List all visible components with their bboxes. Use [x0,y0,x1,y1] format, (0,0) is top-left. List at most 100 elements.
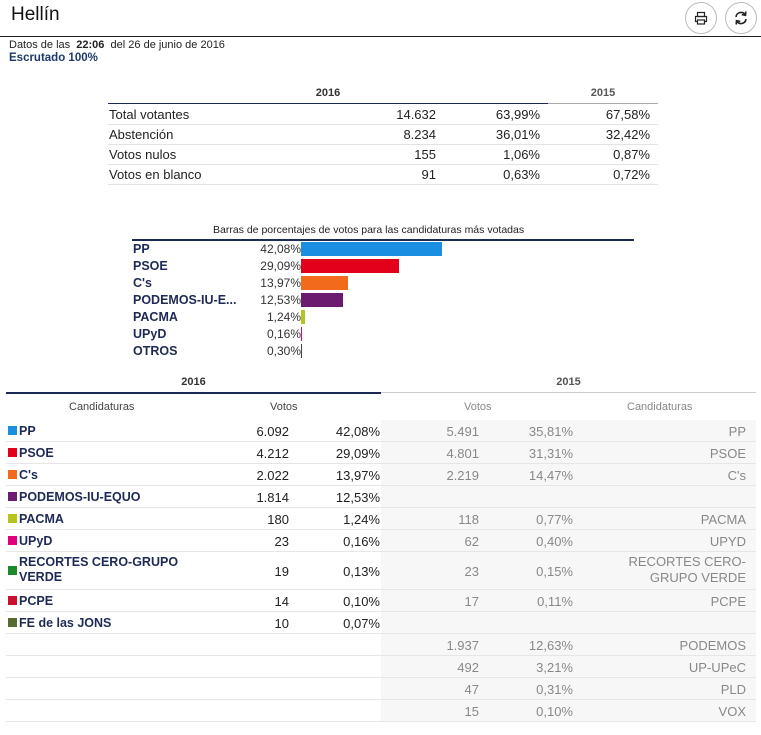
prev-pct: 3,21% [536,660,573,675]
results-row: RECORTES CERO-GRUPO VERDE 19 0,13% 23 0,15% R… [6,552,756,590]
chart-row: PACMA 1,24% [133,309,603,326]
prev-votes: 23 [464,564,479,579]
chart-divider [132,239,634,241]
chart-row: UPyD 0,16% [133,326,603,343]
results-row: PCPE 14 0,10% 17 0,11% PCPE [6,590,756,612]
chart-row: OTROS 0,30% [133,343,603,360]
results-row-2015 [381,612,756,633]
update-info: Datos de las 22:06 del 26 de junio de 20… [9,39,225,51]
results-row: PODEMOS-IU-EQUO 1.814 12,53% [6,486,756,508]
party-votes: 6.092 [256,424,289,439]
results-row-2015: 2.219 14,47% C's [381,464,756,485]
bar-value-label: 0,30% [266,344,301,358]
results-row: 1.937 12,63% PODEMOS [6,634,756,656]
prev-pct: 35,81% [528,424,573,439]
party-votes: 14 [274,594,289,609]
prev-pct: 14,47% [528,468,573,483]
summary-pct: 1,06% [503,147,540,162]
col-candidaturas-2015: Candidaturas [627,401,693,413]
party-pct: 12,53% [335,490,380,505]
results-row: UPyD 23 0,16% 62 0,40% UPYD [6,530,756,552]
party-votes: 10 [274,616,289,631]
prev-party: PCPE [710,594,746,609]
bar-pp [301,242,442,256]
party-pct: 42,08% [335,424,380,439]
prev-pct: 0,31% [536,682,573,697]
results-row: PSOE 4.212 29,09% 4.801 31,31% PSOE [6,442,756,464]
bar-psoe [301,259,399,273]
chart-row: PODEMOS-IU-E... 12,53% [133,292,603,309]
bar-category-label: UPyD [133,327,167,341]
refresh-button[interactable] [725,2,757,34]
summary-row: Total votantes 14.632 63,99% 67,58% [108,104,658,125]
party-votes: 19 [274,564,289,579]
results-row: 47 0,31% PLD [6,678,756,700]
results-row-2015: 4.801 31,31% PSOE [381,442,756,463]
header-divider [0,36,761,37]
results-row-2015: 492 3,21% UP-UPeC [381,656,756,677]
print-button[interactable] [685,2,717,34]
party-pct: 1,24% [343,512,380,527]
party-votes: 23 [274,534,289,549]
summary-row: Abstención 8.234 36,01% 32,42% [108,124,658,145]
results-divider-prev [381,392,756,393]
bar-category-label: PSOE [133,259,168,273]
party-pct: 0,16% [343,534,380,549]
results-header-2016: 2016 [181,376,206,388]
results-row-2016 [6,678,381,699]
party-color-swatch [8,618,17,627]
results-row: PP 6.092 42,08% 5.491 35,81% PP [6,420,756,442]
prev-votes: 47 [464,682,479,697]
prev-party: C's [727,468,746,483]
summary-pct: 63,99% [495,107,540,122]
results-row-2016: UPyD 23 0,16% [6,530,381,551]
summary-label: Votos en blanco [109,167,202,182]
party-name: FE de las JONS [19,616,112,630]
results-row-2015: 62 0,40% UPYD [381,530,756,551]
prev-party: VOX [718,704,746,719]
bar-pacma [301,310,306,324]
col-votos-2015: Votos [464,401,492,413]
party-name: PACMA [19,512,64,526]
summary-pct: 0,63% [503,167,540,182]
prev-party: PP [728,424,746,439]
results-row-2016: PP 6.092 42,08% [6,420,381,441]
results-row: FE de las JONS 10 0,07% [6,612,756,634]
refresh-icon [735,11,747,25]
summary-row: Votos nulos 155 1,06% 0,87% [108,144,658,165]
results-row: PACMA 180 1,24% 118 0,77% PACMA [6,508,756,530]
party-color-swatch [8,536,17,545]
summary-prev-pct: 0,72% [613,167,650,182]
prev-votes: 4.801 [446,446,479,461]
summary-header-2015: 2015 [590,87,616,99]
results-row-2015: 15 0,10% VOX [381,700,756,721]
summary-label: Votos nulos [109,147,177,162]
bar-value-label: 1,24% [266,310,301,324]
results-row-2015: 17 0,11% PCPE [381,590,756,611]
update-date: del 26 de junio de 2016 [110,39,225,51]
party-votes: 2.022 [256,468,289,483]
prev-pct: 0,10% [536,704,573,719]
prev-votes: 17 [464,594,479,609]
summary-prev-pct: 67,58% [605,107,650,122]
results-row-2015: 5.491 35,81% PP [381,420,756,441]
summary-header-2016: 2016 [315,87,341,99]
prev-pct: 0,11% [537,594,573,609]
summary-value: 155 [414,147,436,162]
prev-votes: 5.491 [446,424,479,439]
bar-value-label: 0,16% [266,327,301,341]
party-name: UPyD [19,534,53,548]
bar-value-label: 42,08% [260,242,301,256]
prev-pct: 12,63% [528,638,573,653]
results-row-2016 [6,656,381,677]
results-row-2016: PCPE 14 0,10% [6,590,381,611]
prev-pct: 0,40% [536,534,573,549]
update-time: 22:06 [76,39,105,51]
summary-prev-pct: 32,42% [605,127,650,142]
party-color-swatch [8,492,17,501]
party-pct: 0,07% [343,616,380,631]
party-name: PCPE [19,594,54,608]
bar-podemos-iu-e [301,293,343,307]
bar-upyd [301,327,302,341]
bar-value-label: 29,09% [260,259,301,273]
